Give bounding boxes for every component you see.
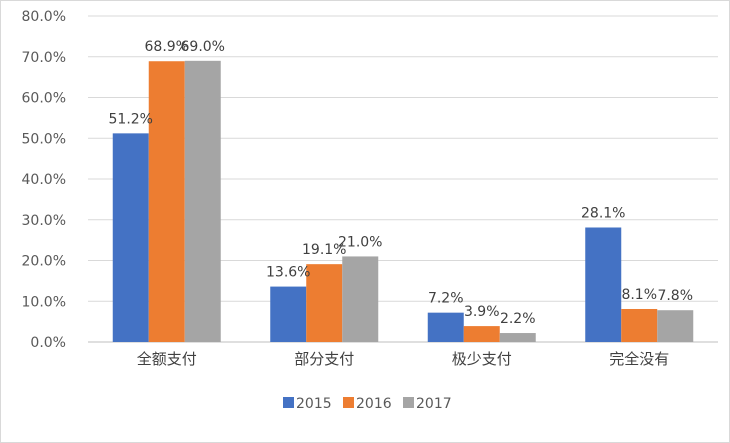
legend-label: 2017 bbox=[416, 396, 452, 412]
bar-2016 bbox=[306, 264, 343, 342]
y-axis: 0.0% 10.0% 20.0% 30.0% 40.0% 50.0% 60.0% 70.0% 8… bbox=[22, 9, 66, 351]
data-label: 7.8% bbox=[657, 288, 693, 304]
legend: 2015 2016 2017 bbox=[283, 396, 452, 412]
data-label: 2.2% bbox=[500, 311, 536, 327]
legend-swatch-2016 bbox=[343, 397, 354, 408]
bar-2016 bbox=[463, 326, 500, 342]
y-tick-label: 40.0% bbox=[22, 172, 66, 188]
data-label: 19.1% bbox=[302, 242, 346, 258]
bars bbox=[112, 60, 694, 343]
bar-2017 bbox=[184, 60, 221, 342]
bar-2016 bbox=[148, 61, 185, 343]
bar-2015 bbox=[585, 227, 622, 342]
legend-swatch-2015 bbox=[283, 397, 294, 408]
data-label: 13.6% bbox=[266, 265, 310, 281]
data-labels: 51.2% 68.9%69.0% 13.6% 19.1%21.0% 7.2%3.9% 2.… bbox=[109, 39, 694, 327]
y-tick-label: 50.0% bbox=[22, 131, 66, 147]
y-tick-label: 60.0% bbox=[22, 91, 66, 107]
data-label: 69.0% bbox=[181, 39, 225, 55]
legend-label: 2015 bbox=[296, 396, 332, 412]
y-tick-label: 20.0% bbox=[22, 254, 66, 270]
y-tick-label: 10.0% bbox=[22, 294, 66, 310]
x-axis: 全额支付 部分支付 极少支付 完全没有 bbox=[137, 350, 670, 368]
y-tick-label: 80.0% bbox=[22, 9, 66, 25]
bar-2017 bbox=[342, 256, 379, 342]
y-tick-label: 0.0% bbox=[30, 335, 66, 351]
bar-2015 bbox=[427, 312, 464, 342]
data-label: 7.2% bbox=[428, 291, 464, 307]
data-label: 3.9% bbox=[464, 304, 500, 320]
data-label: 28.1% bbox=[581, 205, 625, 221]
category-label: 部分支付 bbox=[294, 350, 354, 368]
bar-2015 bbox=[112, 133, 149, 342]
bar-2016 bbox=[621, 308, 658, 342]
bar-2017 bbox=[657, 310, 694, 342]
data-label: 21.0% bbox=[338, 234, 382, 250]
data-label: 68.9% bbox=[145, 39, 189, 55]
category-label: 极少支付 bbox=[452, 350, 512, 368]
data-label: 8.1% bbox=[621, 287, 657, 303]
legend-label: 2016 bbox=[356, 396, 392, 412]
bar-2015 bbox=[270, 286, 307, 342]
legend-swatch-2017 bbox=[403, 397, 414, 408]
category-label: 全额支付 bbox=[137, 350, 197, 368]
y-tick-label: 30.0% bbox=[22, 213, 66, 229]
category-label: 完全没有 bbox=[609, 350, 669, 368]
y-tick-label: 70.0% bbox=[22, 50, 66, 66]
bar-2017 bbox=[499, 333, 536, 342]
data-label: 51.2% bbox=[109, 111, 153, 127]
